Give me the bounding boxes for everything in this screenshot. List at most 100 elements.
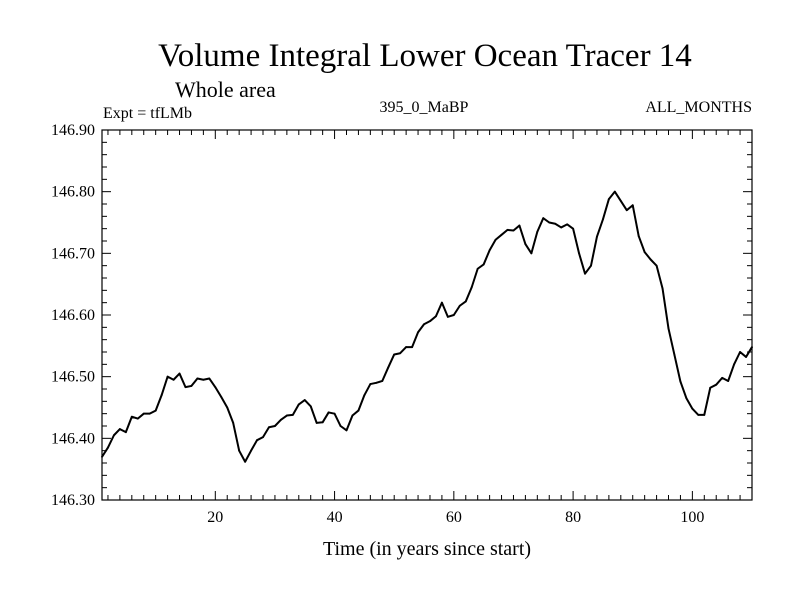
- data-point: [441, 301, 443, 304]
- data-point: [607, 198, 610, 200]
- data-point: [393, 353, 396, 356]
- data-point: [470, 286, 473, 289]
- x-tick-label: 100: [680, 509, 704, 526]
- data-point: [178, 372, 181, 375]
- data-point: [369, 383, 372, 385]
- data-point: [363, 394, 366, 397]
- data-point: [482, 263, 485, 266]
- data-point: [202, 378, 205, 381]
- data-point: [721, 377, 724, 379]
- data-point: [196, 377, 199, 380]
- data-point: [637, 235, 640, 237]
- data-point: [661, 287, 664, 290]
- data-point: [333, 412, 336, 415]
- data-point: [458, 304, 461, 307]
- series-line: [101, 190, 753, 463]
- data-point: [494, 238, 497, 241]
- data-point: [399, 352, 402, 355]
- data-point: [291, 414, 294, 416]
- data-point: [387, 366, 390, 369]
- data-point: [548, 221, 551, 224]
- data-point: [739, 351, 741, 353]
- data-point: [238, 449, 241, 452]
- data-point: [560, 226, 563, 229]
- data-point: [136, 417, 139, 420]
- data-point: [280, 418, 282, 421]
- data-point: [476, 267, 479, 270]
- data-point: [274, 425, 276, 427]
- data-point: [590, 264, 592, 267]
- y-tick-label: 146.70: [51, 245, 95, 262]
- data-point: [160, 394, 163, 397]
- data-point: [309, 405, 312, 408]
- data-point: [613, 190, 616, 193]
- x-tick-label: 60: [446, 509, 462, 526]
- y-tick-label: 146.60: [51, 307, 95, 324]
- x-tick-label: 40: [327, 509, 343, 526]
- data-point: [602, 218, 604, 221]
- data-point: [685, 397, 688, 400]
- x-axis-label: Time (in years since start): [323, 538, 531, 560]
- data-point: [643, 251, 646, 254]
- data-point: [506, 229, 509, 231]
- data-point: [715, 383, 718, 386]
- data-point: [190, 385, 193, 387]
- x-tick-label: 20: [207, 509, 223, 526]
- data-point: [244, 460, 247, 463]
- period-label: 395_0_MaBP: [380, 99, 469, 116]
- data-point: [405, 346, 408, 348]
- x-tick-label: 80: [565, 509, 581, 526]
- data-point: [488, 249, 491, 252]
- data-point: [351, 414, 354, 417]
- data-point: [423, 323, 425, 326]
- data-point: [107, 446, 109, 449]
- data-point: [172, 378, 175, 381]
- data-point: [303, 399, 306, 401]
- data-point: [512, 229, 515, 232]
- data-point: [435, 315, 437, 318]
- data-point: [381, 380, 384, 382]
- data-point: [751, 346, 753, 348]
- data-point: [619, 200, 622, 202]
- data-point: [214, 386, 217, 389]
- data-point: [417, 331, 419, 334]
- data-point: [113, 434, 115, 437]
- data-point: [745, 356, 747, 358]
- data-point: [184, 386, 187, 389]
- axis-ticks: [102, 129, 753, 501]
- data-point: [464, 300, 467, 303]
- data-point: [691, 407, 694, 410]
- data-point: [536, 230, 539, 233]
- data-point: [673, 354, 676, 356]
- data-point: [154, 409, 157, 412]
- chart-title: Volume Integral Lower Ocean Tracer 14: [158, 38, 692, 74]
- y-tick-label: 146.50: [51, 369, 95, 386]
- data-point: [315, 422, 318, 424]
- data-point: [542, 217, 545, 220]
- data-point: [142, 412, 145, 415]
- data-point: [357, 409, 360, 412]
- data-point: [625, 209, 628, 212]
- chart-subtitle: Whole area: [175, 77, 276, 102]
- y-tick-label: 146.40: [51, 430, 95, 447]
- data-point: [524, 243, 527, 245]
- data-point: [118, 428, 121, 430]
- data-point: [411, 346, 413, 348]
- data-point: [208, 377, 211, 380]
- data-point: [256, 439, 258, 442]
- data-point: [518, 224, 521, 227]
- data-point: [321, 421, 324, 424]
- data-point: [655, 264, 658, 267]
- data-point: [226, 406, 229, 409]
- data-point: [649, 258, 652, 261]
- data-point: [232, 422, 235, 424]
- data-point: [667, 327, 670, 330]
- data-point: [339, 425, 342, 427]
- data-point: [130, 415, 133, 418]
- data-point: [250, 449, 252, 452]
- data-point: [285, 414, 288, 417]
- y-tick-label: 146.80: [51, 184, 95, 201]
- months-label: ALL_MONTHS: [645, 99, 752, 116]
- data-point: [530, 252, 533, 255]
